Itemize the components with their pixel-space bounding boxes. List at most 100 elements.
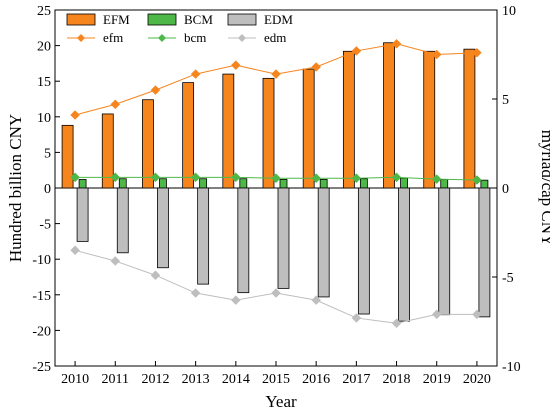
tick-label-right: -5 (502, 271, 514, 286)
point-efm (150, 85, 161, 95)
bar-bcm (279, 179, 288, 189)
bar-bcm (359, 178, 368, 189)
legend-label-efm: EFM (103, 12, 130, 27)
point-edm (271, 288, 281, 298)
bar-efm (463, 48, 476, 189)
tick-label-x: 2014 (222, 372, 250, 387)
bars (61, 42, 491, 322)
legend-label-bcm: BCM (184, 12, 213, 27)
legend-swatch-efm (66, 13, 96, 26)
bar-edm (478, 187, 491, 318)
tick-label-left: 10 (37, 111, 51, 126)
point-edm (391, 318, 402, 329)
tick-label-right: -10 (502, 360, 521, 375)
tick-label-left: -5 (39, 218, 51, 233)
point-edm (230, 295, 241, 305)
bar-bcm (480, 179, 489, 189)
point-bcm (472, 175, 482, 185)
legend-label-edm: EDM (264, 12, 293, 27)
point-edm (431, 309, 442, 320)
tick-label-left: 0 (44, 182, 51, 197)
tick-label-left: 15 (37, 75, 51, 90)
point-bcm (311, 173, 322, 184)
tick-label-left: -10 (32, 253, 51, 268)
x-axis-label: Year (265, 392, 297, 411)
point-bcm (351, 173, 362, 184)
point-bcm (271, 173, 281, 184)
legend-marker-edm (238, 34, 246, 42)
point-bcm (150, 172, 161, 183)
bar-bcm (239, 178, 248, 189)
legend-marker-bcm (158, 34, 166, 42)
point-edm (351, 313, 362, 323)
tick-label-right: 0 (502, 182, 509, 197)
bar-efm (101, 113, 114, 189)
tick-label-left: 25 (37, 4, 51, 19)
tick-label-left: 20 (37, 40, 51, 55)
tick-label-x: 2011 (102, 372, 129, 387)
tick-label-x: 2017 (342, 372, 370, 387)
point-bcm (230, 172, 241, 183)
tick-label-x: 2012 (141, 372, 169, 387)
bar-edm (76, 187, 89, 242)
tick-label-x: 2019 (423, 372, 451, 387)
bar-edm (116, 187, 129, 254)
tick-label-right: 10 (502, 4, 516, 19)
bar-efm (182, 82, 195, 189)
bar-edm (237, 187, 250, 294)
tick-label-x: 2020 (463, 372, 491, 387)
point-bcm (431, 174, 442, 184)
bar-bcm (78, 179, 87, 189)
bar-efm (342, 50, 355, 189)
bar-efm (262, 77, 275, 189)
bar-efm (222, 73, 235, 189)
point-efm (391, 38, 402, 49)
bar-edm (157, 187, 169, 269)
legend-label-bcm: bcm (184, 30, 206, 45)
point-efm (230, 60, 241, 71)
bar-bcm (159, 178, 167, 189)
bar-edm (317, 187, 330, 298)
tick-label-left: -25 (32, 360, 51, 375)
bar-bcm (118, 178, 127, 189)
bar-edm (357, 187, 370, 315)
y-axis-right-label: myriad/cap CNY (538, 130, 550, 247)
point-bcm (70, 172, 80, 183)
point-efm (311, 62, 322, 72)
point-edm (150, 270, 161, 281)
legend-label-edm: edm (264, 30, 286, 45)
point-efm (351, 46, 362, 56)
bar-bcm (319, 179, 328, 189)
point-bcm (190, 172, 201, 183)
y-axis-left-label: Hundred billion CNY (6, 114, 25, 262)
legend-swatch-edm (227, 13, 257, 26)
legend-marker-efm (77, 34, 85, 42)
line-efm (74, 43, 477, 116)
bar-bcm (400, 177, 408, 189)
legend: EFM BCM EDM efm bcm edm (66, 12, 293, 45)
point-edm (70, 245, 80, 256)
bar-efm (61, 124, 74, 189)
bar-edm (398, 187, 410, 322)
point-efm (190, 69, 201, 79)
bar-efm (423, 50, 436, 189)
point-efm (472, 47, 482, 58)
tick-label-right: 5 (502, 93, 509, 108)
lines (70, 38, 482, 329)
tick-label-left: 5 (44, 146, 51, 161)
point-efm (271, 69, 281, 79)
bar-bcm (440, 179, 449, 189)
tick-label-x: 2016 (302, 372, 330, 387)
bar-efm (142, 99, 154, 189)
legend-label-efm: efm (103, 30, 123, 45)
bar-efm (383, 42, 395, 189)
line-edm (74, 249, 477, 324)
point-edm (472, 309, 482, 320)
tick-label-left: -15 (32, 289, 51, 304)
bar-edm (438, 187, 451, 316)
tick-label-x: 2015 (262, 372, 290, 387)
tick-label-x: 2013 (182, 372, 210, 387)
point-edm (110, 256, 121, 266)
point-bcm (391, 172, 402, 183)
